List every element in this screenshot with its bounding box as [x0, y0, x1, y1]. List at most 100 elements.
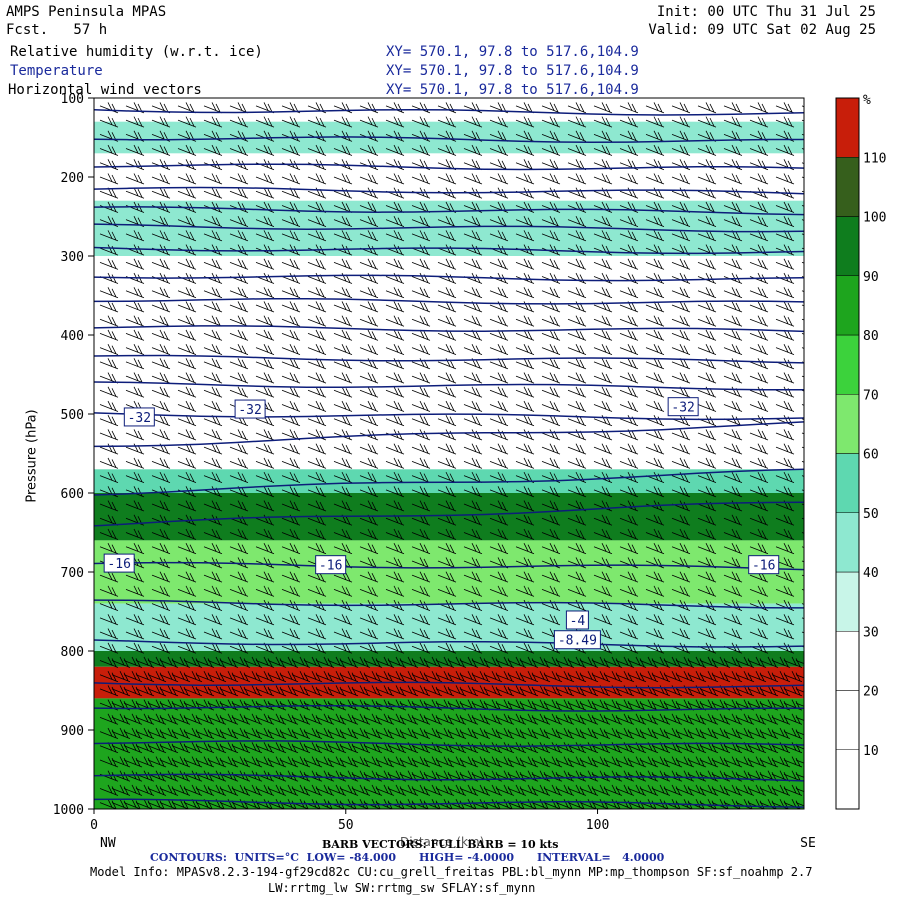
wind-barb [125, 628, 145, 640]
wind-barb [111, 713, 131, 725]
wind-barb [541, 215, 561, 228]
wind-barb [627, 756, 647, 768]
wind-barb [459, 656, 479, 668]
wind-barb [359, 400, 379, 412]
wind-barb [489, 159, 509, 171]
wind-barb [543, 685, 563, 697]
wind-barb [385, 585, 405, 597]
wind-barb [579, 671, 599, 683]
wind-barb [203, 187, 223, 199]
wind-barb [291, 656, 311, 668]
wind-barb [515, 528, 535, 540]
y-tick-label: 400 [61, 329, 84, 344]
wind-barb [411, 116, 431, 128]
wind-barb [203, 372, 223, 384]
init-time: Init: 00 UTC Thu 31 Jul 25 [656, 4, 876, 20]
wind-barb [671, 215, 691, 228]
wind-barb [385, 258, 405, 270]
wind-barb [579, 756, 599, 768]
wind-barb [801, 432, 804, 435]
wind-barb [735, 727, 755, 739]
wind-barb [243, 713, 263, 725]
wind-barb [567, 230, 587, 242]
rh-band [94, 469, 804, 493]
valid-time: Valid: 09 UTC Sat 02 Aug 25 [648, 22, 876, 38]
wind-barb [711, 713, 731, 725]
wind-barb [711, 671, 731, 683]
wind-barb [555, 656, 575, 668]
wind-barb [671, 486, 691, 498]
wind-barb [515, 571, 535, 583]
wind-barb [243, 656, 263, 668]
wind-barb [593, 486, 613, 498]
wind-barb [385, 500, 405, 512]
wind-barb [507, 727, 527, 739]
wind-barb [645, 343, 665, 356]
contour-label-box [667, 397, 699, 417]
wind-barb [801, 219, 804, 221]
wind-barb [645, 514, 665, 526]
wind-barb [203, 471, 223, 483]
wind-barb [399, 784, 419, 796]
wind-barb [385, 457, 405, 469]
wind-barb [603, 727, 623, 739]
wind-barb [771, 727, 791, 739]
wind-barb [423, 713, 443, 725]
wind-barb [749, 301, 769, 313]
wind-barb [307, 372, 327, 384]
wind-barb [99, 329, 119, 341]
wind-barb [203, 301, 223, 313]
wind-barb [663, 727, 683, 739]
wind-barb [207, 742, 227, 754]
wind-barb [489, 614, 509, 626]
contour-label-box [565, 610, 589, 630]
wind-barb [411, 614, 431, 626]
wind-barb [515, 415, 535, 427]
wind-barb [645, 372, 665, 384]
wind-barb [531, 699, 551, 711]
wind-barb [801, 617, 804, 620]
wind-barb [447, 784, 467, 796]
wind-barb [801, 503, 804, 506]
wind-barb [99, 471, 119, 483]
isotherm-line [94, 639, 804, 648]
wind-barb [543, 671, 563, 683]
colorbar-swatch [835, 690, 860, 750]
contour-label: -16 [752, 559, 775, 574]
wind-barb [775, 215, 795, 228]
wind-barb [151, 471, 171, 483]
wind-barb [99, 528, 119, 540]
wind-barb [723, 571, 743, 583]
wind-barb [471, 784, 491, 796]
wind-barb [723, 557, 743, 569]
wind-barb [435, 713, 455, 725]
wind-barb [363, 713, 383, 725]
wind-barb [231, 671, 251, 683]
wind-barb [775, 116, 795, 128]
wind-barb [515, 457, 535, 469]
wind-barb [177, 187, 197, 199]
x-axis-title: Distance (km) [400, 835, 485, 849]
wind-barb [255, 756, 275, 768]
wind-barb [151, 230, 171, 242]
wind-barb [399, 756, 419, 768]
wind-barb [333, 372, 353, 384]
wind-barb [483, 784, 503, 796]
wind-barb [775, 543, 795, 555]
wind-barb [423, 784, 443, 796]
wind-barb [651, 656, 671, 668]
wind-barb [279, 656, 299, 668]
isotherm-line [94, 740, 804, 747]
wind-barb [307, 585, 327, 597]
wind-barb [255, 457, 275, 469]
wind-barb [203, 500, 223, 512]
wind-barb [541, 358, 561, 370]
wind-barb [307, 258, 327, 270]
wind-barb [795, 713, 804, 721]
wind-barb [619, 614, 639, 626]
wind-barb [411, 386, 431, 398]
wind-barb [333, 471, 353, 483]
wind-barb [307, 329, 327, 341]
wind-barb [99, 671, 119, 683]
wind-barb [723, 429, 743, 441]
